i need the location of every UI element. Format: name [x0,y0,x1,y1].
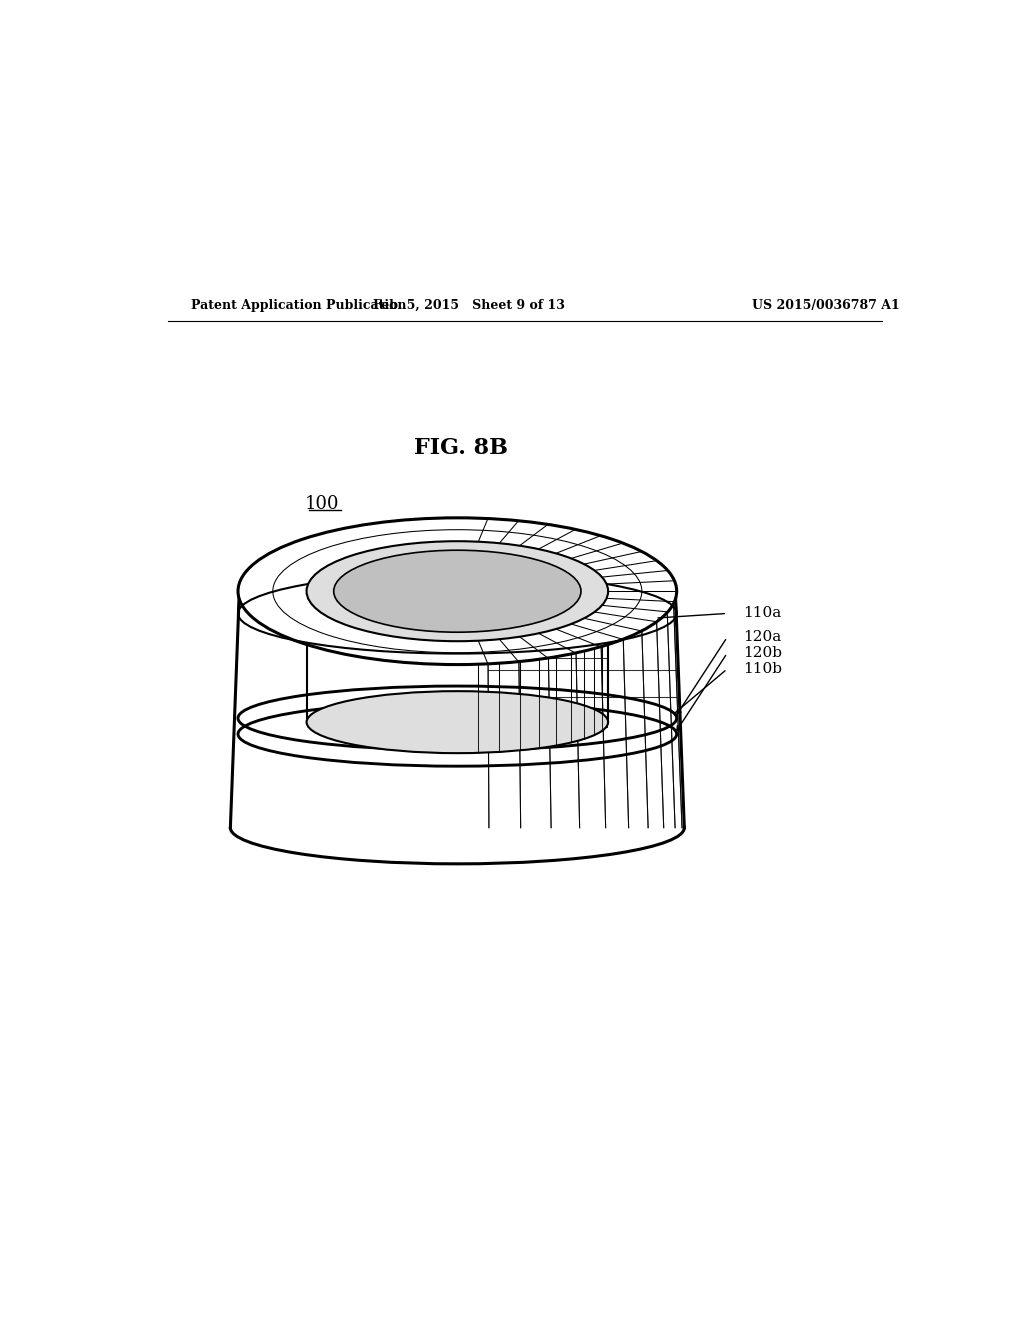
Ellipse shape [306,541,608,642]
Text: 120b: 120b [743,645,782,660]
Polygon shape [230,598,684,828]
Text: US 2015/0036787 A1: US 2015/0036787 A1 [753,300,900,312]
Text: FIG. 8B: FIG. 8B [415,437,508,459]
Ellipse shape [238,517,677,664]
Ellipse shape [230,792,684,863]
Text: 110a: 110a [743,606,781,620]
Text: 120a: 120a [743,630,781,644]
Ellipse shape [306,692,608,754]
Text: 100: 100 [305,495,340,513]
Text: 110b: 110b [743,663,782,676]
Ellipse shape [334,550,581,632]
Text: Feb. 5, 2015   Sheet 9 of 13: Feb. 5, 2015 Sheet 9 of 13 [374,300,565,312]
Text: Patent Application Publication: Patent Application Publication [191,300,407,312]
